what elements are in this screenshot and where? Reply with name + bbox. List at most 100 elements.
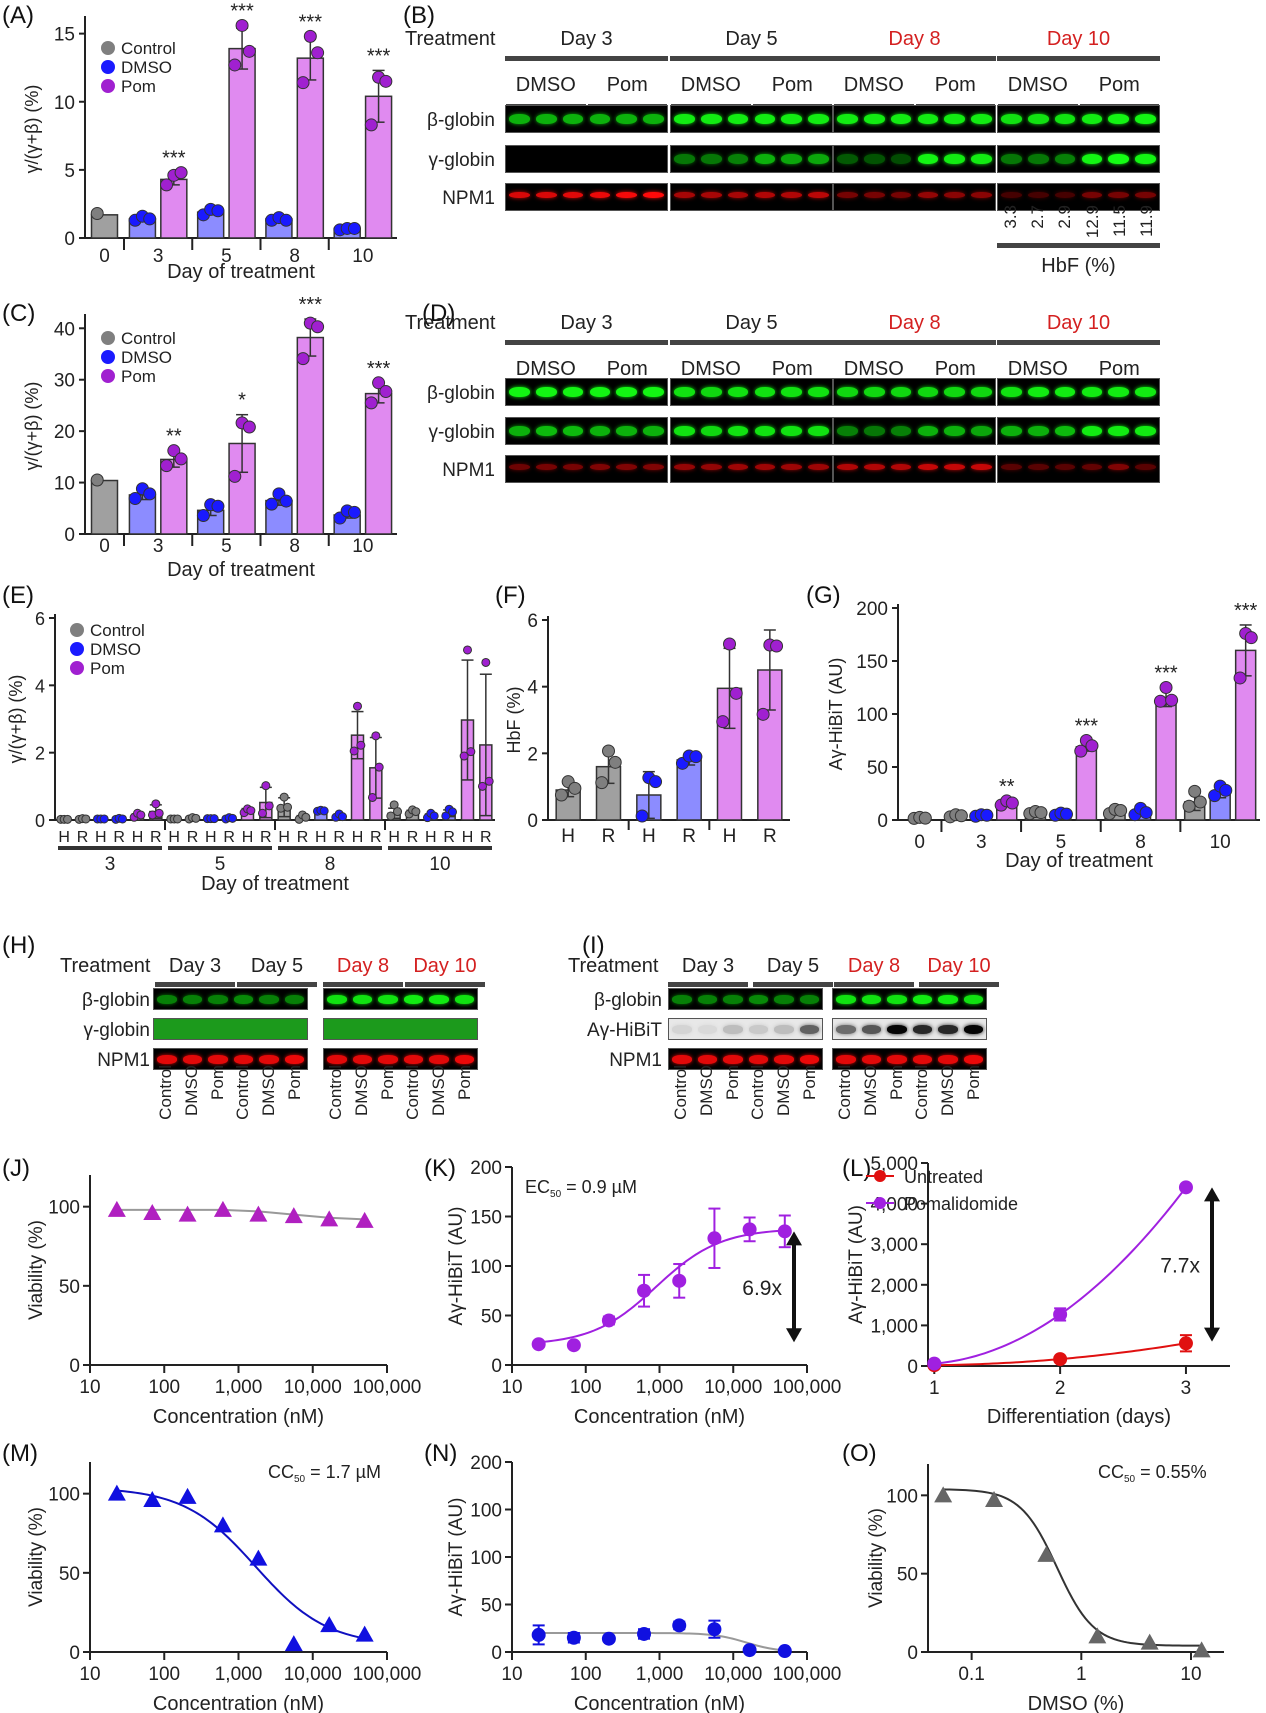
row-label: β-globin <box>594 990 662 1011</box>
x-tick-label: 100 <box>570 1377 602 1398</box>
x-axis-label: Concentration (nM) <box>574 1693 745 1713</box>
protein-band <box>1001 153 1022 165</box>
y-tick-label: 50 <box>59 1277 80 1298</box>
annotation-label: CC50 = 0.55% <box>1098 1462 1207 1485</box>
protein-band <box>589 425 611 437</box>
y-axis-label: HbF (%) <box>504 687 524 754</box>
row-label: β-globin <box>427 383 495 404</box>
bar-pom <box>1155 697 1177 821</box>
fold-change-label: 6.9x <box>742 1277 782 1300</box>
protein-band <box>781 463 803 471</box>
x-tick-label: 100,000 <box>773 1377 842 1398</box>
protein-band <box>774 1025 794 1034</box>
sub-label: H <box>132 829 144 846</box>
protein-band <box>808 425 829 437</box>
data-point <box>372 376 386 390</box>
protein-band <box>837 191 858 199</box>
group-label: Pom <box>1098 358 1140 380</box>
protein-band <box>697 1025 717 1034</box>
data-point <box>918 811 932 825</box>
data-point <box>347 221 361 235</box>
blot-strip <box>670 105 833 133</box>
legend-marker-control <box>101 331 115 345</box>
protein-band <box>327 1055 347 1064</box>
protein-band <box>1108 191 1130 199</box>
y-tick-label: 100 <box>48 1485 80 1506</box>
data-point <box>81 814 91 824</box>
x-category-label: 3 <box>153 536 164 557</box>
bar-pom <box>228 47 256 239</box>
lane-label: DMSO <box>259 1065 279 1116</box>
fold-change-label: 7.7x <box>1160 1255 1200 1278</box>
x-category-label: 10 <box>1210 832 1231 853</box>
y-axis-label: Aγ-HiBiT (AU) <box>446 1207 467 1326</box>
protein-band <box>887 1025 907 1034</box>
x-tick-label: 100 <box>148 1664 180 1685</box>
lane-label: Pom <box>886 1065 906 1100</box>
protein-band <box>938 1025 958 1034</box>
protein-band <box>861 995 881 1004</box>
protein-band <box>723 995 743 1004</box>
data-point <box>608 755 622 769</box>
protein-band <box>208 1055 228 1064</box>
hbf-value: 11.5 <box>1109 205 1129 237</box>
protein-band <box>727 463 749 471</box>
y-tick-label: 0 <box>491 1356 502 1377</box>
data-point <box>371 731 381 741</box>
sub-label: H <box>242 829 254 846</box>
x-category-label: 3 <box>105 854 116 875</box>
data-point <box>635 809 649 823</box>
legend-marker-dmso <box>101 350 115 364</box>
day-underline <box>834 982 914 987</box>
treatment-label: Treatment <box>405 312 496 334</box>
protein-band <box>700 425 722 437</box>
protein-band <box>781 425 803 437</box>
chart-e: 0 2 4 6 γ/(γ+β) (%) Day of treatment 3 5 8 10 Cont… <box>6 609 495 895</box>
data-point <box>143 212 157 226</box>
protein-band <box>674 425 695 437</box>
x-tick-label: 100 <box>570 1664 602 1685</box>
hbf-value: 11.9 <box>1136 205 1156 237</box>
sub-label: R <box>113 829 125 846</box>
protein-band <box>861 1025 881 1034</box>
data-point <box>463 645 472 655</box>
day-label: Day 10 <box>1046 312 1111 334</box>
protein-band <box>1027 113 1049 125</box>
protein-band <box>917 386 939 398</box>
day-underline <box>323 982 403 987</box>
x-category-label: 3 <box>976 832 987 853</box>
protein-band <box>917 425 939 437</box>
y-tick-label: 150 <box>470 1208 502 1229</box>
data-point <box>1053 1352 1068 1367</box>
data-point <box>770 639 784 653</box>
protein-band <box>643 386 664 398</box>
x-category-label: 0 <box>99 536 110 557</box>
protein-band <box>429 995 449 1004</box>
blot-strip <box>153 988 308 1010</box>
protein-band <box>963 995 983 1004</box>
legend-marker <box>874 1170 886 1182</box>
x-axis-label: Concentration (nM) <box>153 1406 324 1428</box>
y-tick-label: 6 <box>35 609 45 629</box>
day-label: Day 8 <box>888 28 941 50</box>
protein-band <box>562 386 584 398</box>
significance-label: ** <box>999 776 1015 798</box>
blot-strip <box>997 183 1160 211</box>
data-point <box>429 811 439 821</box>
lane-label: Control <box>325 1065 345 1120</box>
protein-band <box>1135 153 1156 165</box>
lane-label: Control <box>912 1065 932 1120</box>
day-underline <box>237 982 317 987</box>
y-tick-label: 50 <box>897 1565 918 1586</box>
x-tick-label: 1,000 <box>215 1664 263 1685</box>
data-point <box>151 799 161 809</box>
data-point <box>379 385 393 399</box>
data-point <box>246 806 256 816</box>
blot-strip <box>505 105 668 133</box>
protein-band <box>378 995 398 1004</box>
data-point <box>985 1491 1004 1508</box>
protein-band <box>643 113 664 125</box>
day-underline <box>833 56 996 61</box>
group-label: DMSO <box>843 74 904 96</box>
protein-band <box>562 425 584 437</box>
